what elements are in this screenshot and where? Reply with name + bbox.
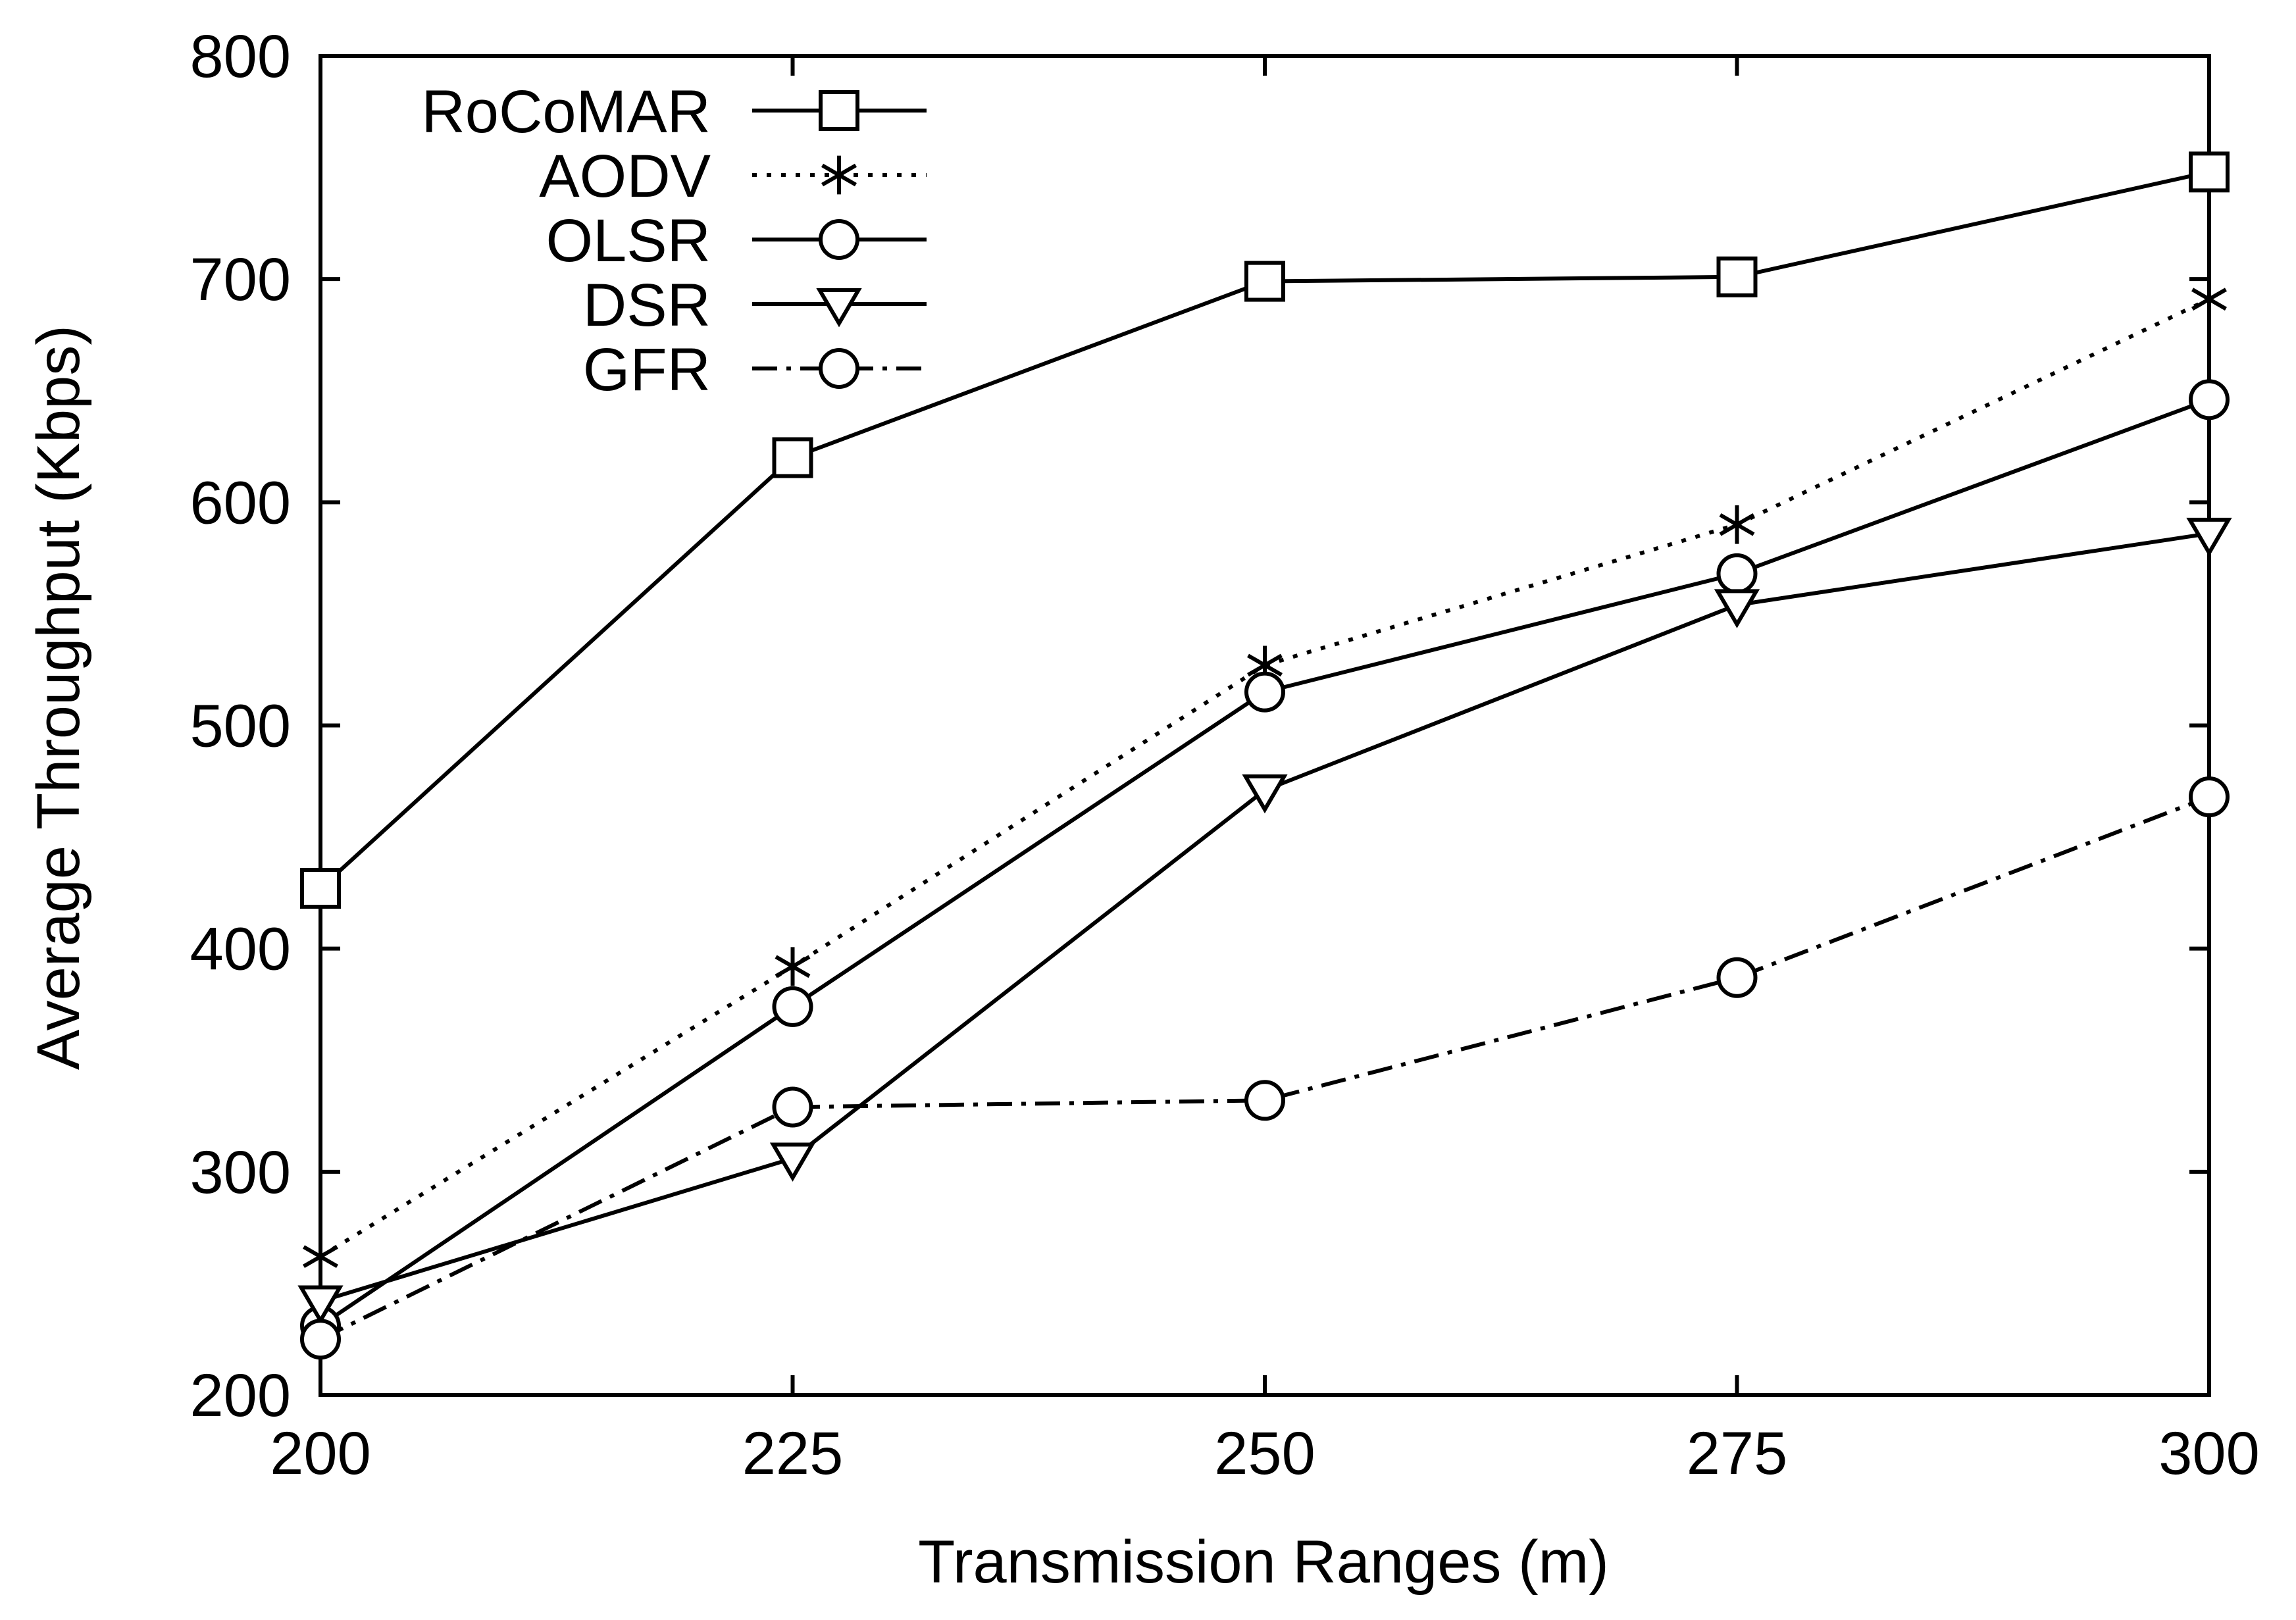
x-tick-label: 200 bbox=[270, 1420, 371, 1487]
x-tick-label: 250 bbox=[1214, 1420, 1315, 1487]
legend-entry-olsr: OLSR bbox=[546, 207, 927, 274]
legend-marker-dsr bbox=[816, 288, 862, 328]
series-aodv bbox=[303, 280, 2227, 1277]
data-point-gfr bbox=[2189, 776, 2230, 818]
data-point-olsr bbox=[772, 986, 813, 1027]
data-point-dsr bbox=[769, 1142, 816, 1182]
axes: 200 225 250 275 300 200 300 400 500 600 700 800 bbox=[190, 23, 2260, 1487]
data-point-olsr bbox=[1716, 553, 1758, 594]
legend-marker-rocomar bbox=[819, 90, 859, 131]
data-point-rocomar bbox=[2189, 151, 2230, 193]
legend-label-olsr: OLSR bbox=[546, 207, 711, 274]
x-tick-label: 300 bbox=[2158, 1420, 2260, 1487]
x-tick-label: 275 bbox=[1687, 1420, 1788, 1487]
y-tick-label: 700 bbox=[190, 246, 292, 313]
data-point-rocomar bbox=[1716, 256, 1758, 297]
y-tick-label: 800 bbox=[190, 23, 292, 90]
x-axis-title: Transmission Ranges (m) bbox=[918, 1529, 1609, 1596]
legend-label-dsr: DSR bbox=[583, 272, 711, 339]
data-point-dsr bbox=[1714, 589, 1760, 628]
y-axis-title: Average Throughput (Kbps) bbox=[25, 325, 92, 1070]
legend-entry-aodv: AODV bbox=[539, 143, 927, 210]
legend-marker-aodv bbox=[821, 155, 857, 195]
legend-entry-gfr: GFR bbox=[583, 336, 927, 403]
data-point-rocomar bbox=[772, 437, 813, 478]
data-point-aodv bbox=[1719, 505, 1755, 544]
legend-entry-rocomar: RoCoMAR bbox=[421, 78, 927, 145]
data-point-aodv bbox=[775, 947, 811, 986]
legend-marker-olsr bbox=[819, 219, 859, 260]
data-point-dsr bbox=[2186, 517, 2232, 557]
data-point-dsr bbox=[297, 1285, 344, 1325]
series-layer bbox=[297, 151, 2232, 1360]
data-point-gfr bbox=[300, 1319, 341, 1360]
y-tick-label: 300 bbox=[190, 1139, 292, 1206]
data-point-olsr bbox=[2189, 379, 2230, 420]
series-rocomar bbox=[300, 151, 2230, 909]
series-gfr bbox=[300, 776, 2230, 1360]
data-point-gfr bbox=[1244, 1080, 1285, 1121]
data-point-aodv bbox=[303, 1237, 338, 1277]
data-point-dsr bbox=[1242, 774, 1288, 814]
y-tick-label: 200 bbox=[190, 1362, 292, 1429]
asterisk-stroke bbox=[1719, 513, 1755, 536]
asterisk-stroke bbox=[821, 163, 857, 187]
legend-label-rocomar: RoCoMAR bbox=[421, 78, 711, 145]
asterisk-stroke bbox=[775, 955, 811, 978]
legend-marker-gfr bbox=[819, 348, 859, 389]
y-tick-label: 400 bbox=[190, 916, 292, 983]
data-point-rocomar bbox=[1244, 261, 1285, 302]
series-dsr bbox=[297, 517, 2232, 1325]
data-point-gfr bbox=[772, 1086, 813, 1128]
data-point-gfr bbox=[1716, 957, 1758, 998]
series-line-aodv bbox=[319, 297, 2210, 1259]
y-tick-label: 500 bbox=[190, 693, 292, 760]
y-tick-label: 600 bbox=[190, 469, 292, 536]
asterisk-stroke bbox=[2191, 288, 2227, 311]
data-point-olsr bbox=[1244, 671, 1285, 713]
x-tick-label: 225 bbox=[742, 1420, 844, 1487]
legend-entry-dsr: DSR bbox=[583, 272, 927, 339]
asterisk-stroke bbox=[303, 1245, 338, 1269]
asterisk-stroke bbox=[1247, 653, 1283, 677]
data-point-aodv bbox=[2191, 280, 2227, 319]
legend-label-gfr: GFR bbox=[583, 336, 711, 403]
data-point-rocomar bbox=[300, 868, 341, 909]
legend-label-aodv: AODV bbox=[539, 143, 711, 210]
